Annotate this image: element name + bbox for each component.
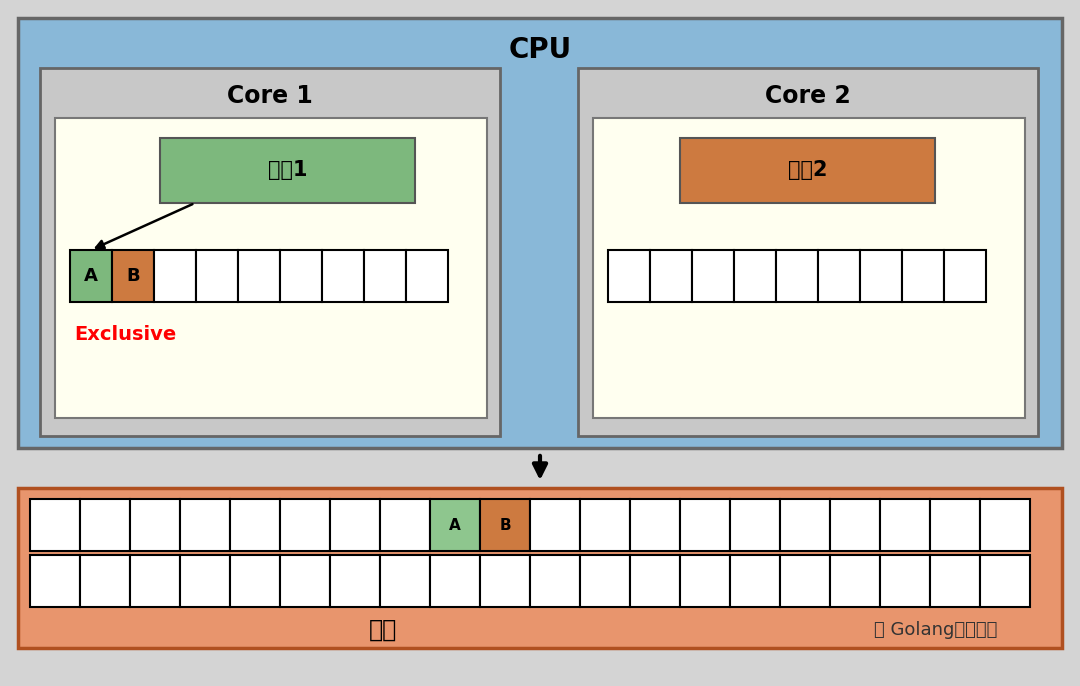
Bar — [880, 555, 930, 607]
Bar — [30, 555, 80, 607]
Bar — [130, 499, 180, 551]
Bar — [430, 499, 480, 551]
Bar — [130, 555, 180, 607]
Bar — [180, 499, 230, 551]
Text: Exclusive: Exclusive — [75, 324, 176, 344]
Bar — [880, 499, 930, 551]
Bar — [430, 555, 480, 607]
Bar — [593, 118, 1025, 418]
Bar — [860, 250, 902, 302]
Bar — [180, 555, 230, 607]
Bar — [777, 250, 818, 302]
Bar — [980, 555, 1030, 607]
Bar — [480, 555, 530, 607]
Bar — [530, 499, 580, 551]
Bar — [70, 250, 112, 302]
Bar — [730, 555, 780, 607]
Bar — [280, 555, 330, 607]
Bar — [944, 250, 986, 302]
Bar — [630, 499, 680, 551]
Bar — [280, 499, 330, 551]
Bar — [630, 555, 680, 607]
Bar — [692, 250, 734, 302]
Bar — [580, 555, 630, 607]
Text: CPU: CPU — [509, 36, 571, 64]
Bar — [650, 250, 692, 302]
Bar — [160, 138, 415, 203]
Bar — [780, 499, 831, 551]
Text: 线皂2: 线皂2 — [787, 161, 827, 180]
Bar — [580, 499, 630, 551]
Text: B: B — [126, 267, 139, 285]
Bar — [322, 250, 364, 302]
Bar — [364, 250, 406, 302]
Bar — [480, 499, 530, 551]
Bar — [238, 250, 280, 302]
Bar — [280, 250, 322, 302]
Bar — [80, 555, 130, 607]
Bar — [195, 250, 238, 302]
Bar — [680, 555, 730, 607]
Bar — [55, 118, 487, 418]
Bar — [578, 68, 1038, 436]
Bar — [406, 250, 448, 302]
Bar — [230, 499, 280, 551]
Text: Core 2: Core 2 — [765, 84, 851, 108]
Bar — [18, 18, 1062, 448]
Bar — [930, 499, 980, 551]
Bar — [30, 499, 80, 551]
Bar — [930, 555, 980, 607]
Bar — [40, 68, 500, 436]
Bar — [818, 250, 860, 302]
Bar — [330, 499, 380, 551]
Bar — [980, 499, 1030, 551]
Bar — [380, 555, 430, 607]
Text: A: A — [84, 267, 98, 285]
Bar — [530, 555, 580, 607]
Bar — [780, 555, 831, 607]
Bar — [680, 138, 935, 203]
Bar — [608, 250, 650, 302]
Bar — [18, 488, 1062, 648]
Bar — [80, 499, 130, 551]
Bar — [380, 499, 430, 551]
Text: B: B — [499, 517, 511, 532]
Bar — [831, 499, 880, 551]
Bar — [734, 250, 777, 302]
Text: A: A — [449, 517, 461, 532]
Text: 内存: 内存 — [369, 618, 397, 642]
Bar — [831, 555, 880, 607]
Bar — [154, 250, 195, 302]
Bar — [112, 250, 154, 302]
Text: 线皁1: 线皁1 — [268, 161, 307, 180]
Bar — [330, 555, 380, 607]
Text: 🐾 Golang技术分享: 🐾 Golang技术分享 — [874, 621, 998, 639]
Text: Core 1: Core 1 — [227, 84, 313, 108]
Bar — [680, 499, 730, 551]
Bar — [730, 499, 780, 551]
Bar — [230, 555, 280, 607]
Bar — [902, 250, 944, 302]
